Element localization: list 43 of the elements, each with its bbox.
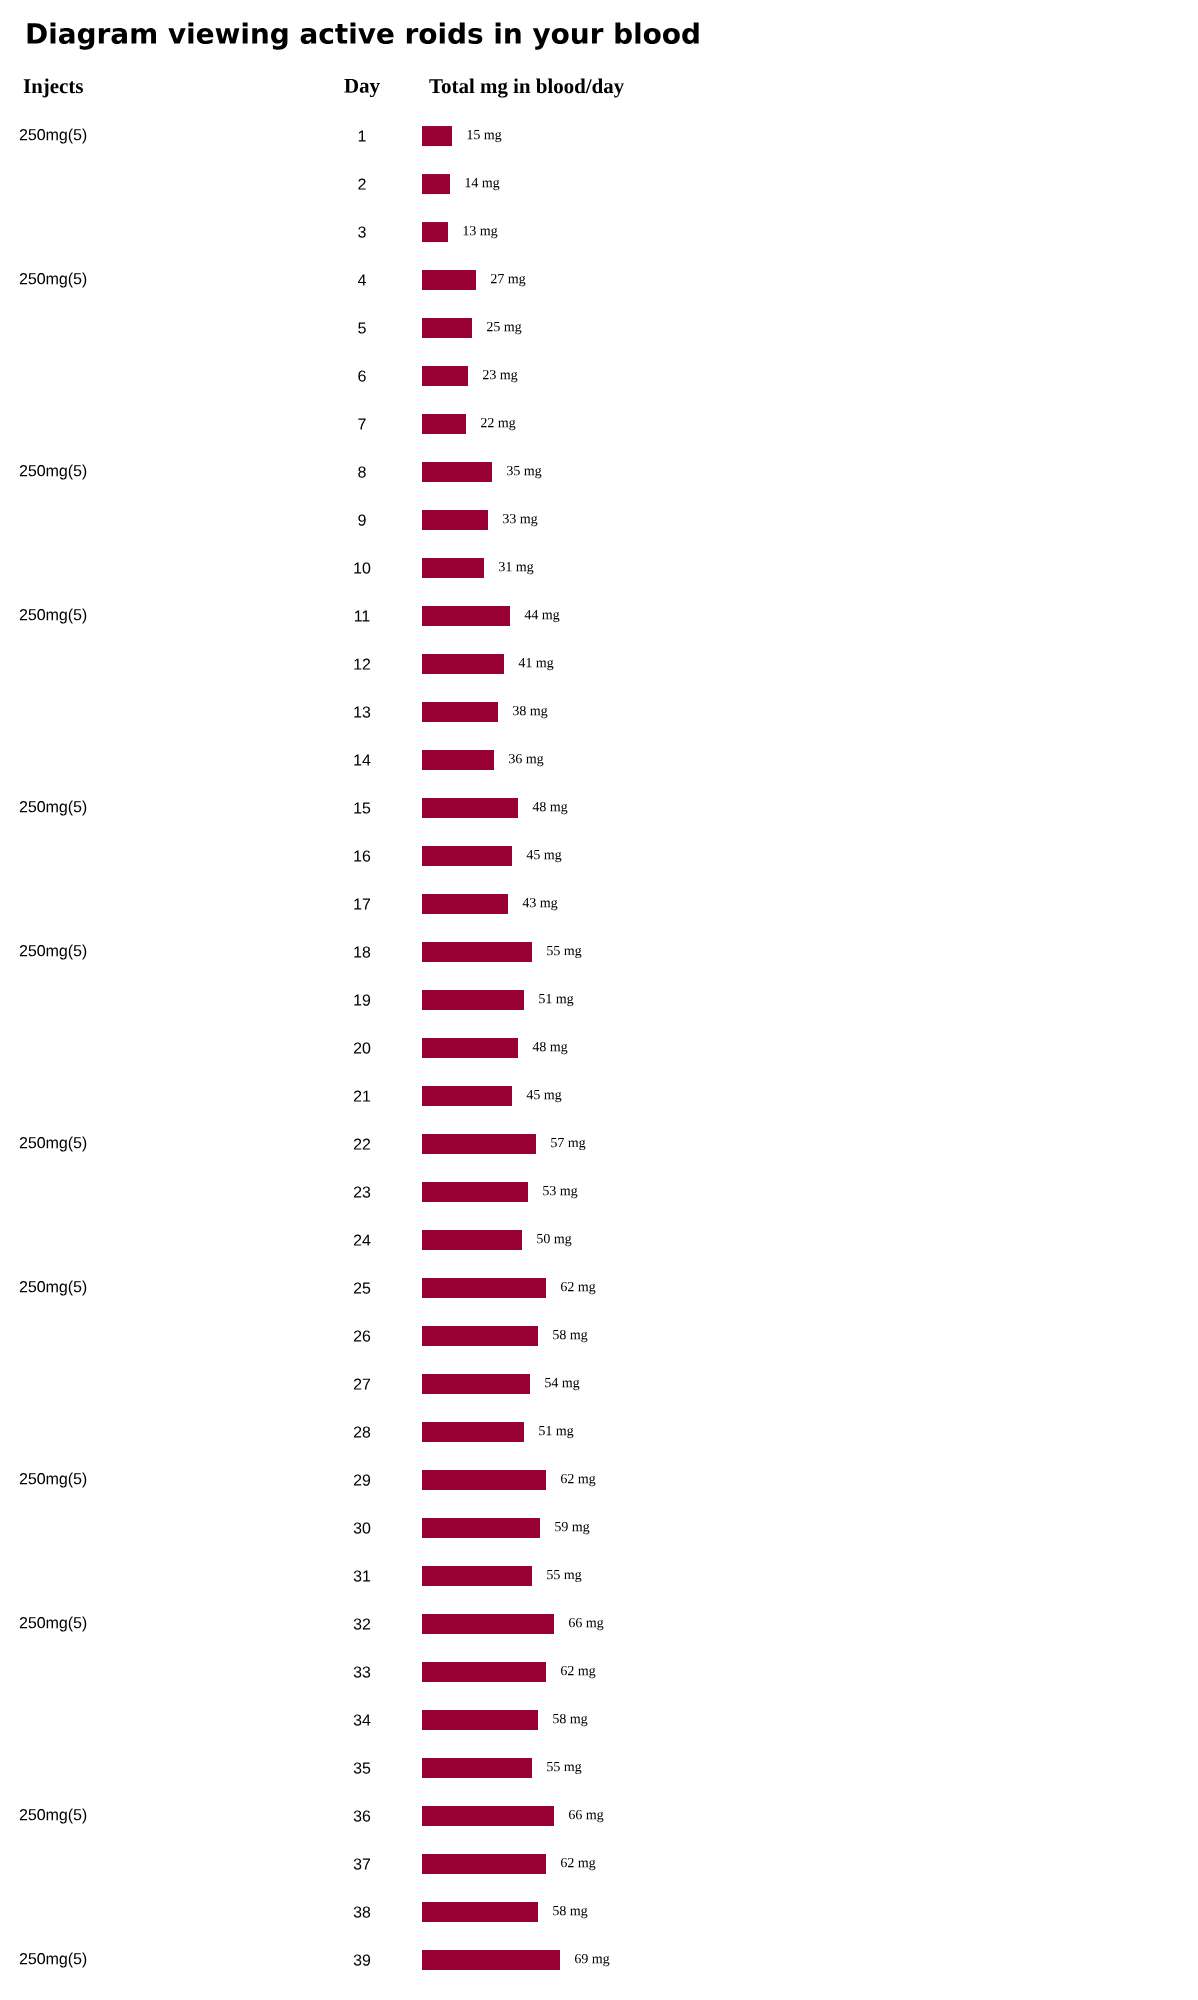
text: Injects: [23, 78, 83, 98]
bar: [422, 1710, 538, 1731]
bar: [422, 1518, 540, 1539]
bar: [422, 1758, 532, 1779]
bar: [422, 366, 468, 387]
bar: [422, 270, 476, 291]
bar: [422, 126, 452, 147]
bar: [422, 1134, 536, 1155]
bar: [422, 1470, 546, 1491]
bar: [422, 462, 492, 483]
bar: [422, 414, 466, 435]
y-axis-title: Day: [344, 78, 380, 98]
bar: [422, 750, 494, 771]
x-axis-title: Total mg in blood/day: [429, 78, 624, 98]
chart-title: Diagram viewing active roids in your blood: [27, 22, 699, 50]
bar: [422, 1038, 518, 1059]
bar: [422, 606, 510, 627]
bar: [422, 1086, 512, 1107]
bar: [422, 894, 508, 915]
bar: [422, 1566, 532, 1587]
bar: [422, 558, 484, 579]
bar: [422, 1374, 530, 1395]
bar: [422, 1182, 528, 1203]
bar: [422, 1662, 546, 1683]
bar: [422, 990, 524, 1011]
bar: [422, 1230, 522, 1251]
bar: [422, 1950, 560, 1971]
bar: [422, 174, 450, 195]
bar: [422, 702, 498, 723]
bar: [422, 798, 518, 819]
bar: [422, 1854, 546, 1875]
bar: [422, 1614, 554, 1635]
bar: [422, 318, 472, 339]
bar: [422, 942, 532, 963]
bar: [422, 1278, 546, 1299]
bar: [422, 654, 504, 675]
bar: [422, 1806, 554, 1827]
bar: [422, 1326, 538, 1347]
bar: [422, 510, 488, 531]
bar: [422, 1902, 538, 1923]
bar: [422, 846, 512, 867]
bar: [422, 222, 448, 243]
bar: [422, 1422, 524, 1443]
